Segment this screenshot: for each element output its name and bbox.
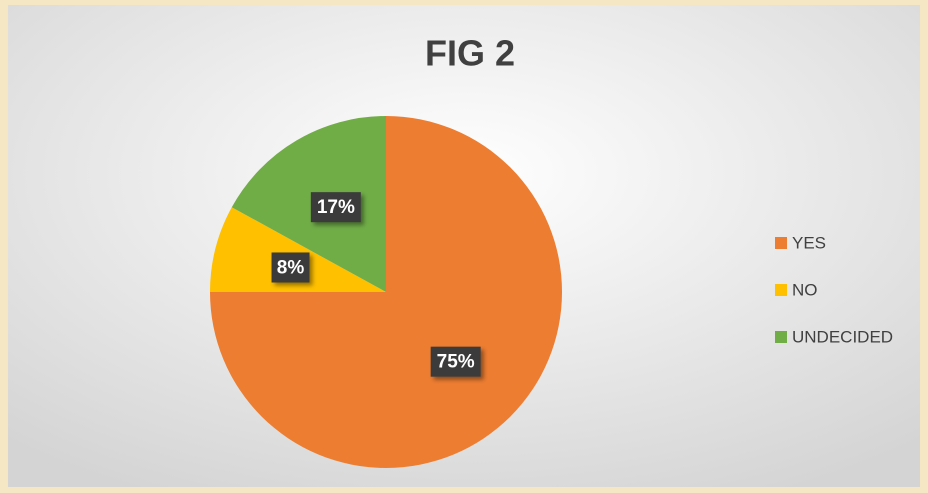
- legend-swatch: [775, 284, 787, 296]
- legend-label: YES: [792, 233, 826, 252]
- data-label: 17%: [317, 197, 355, 218]
- legend-label: NO: [792, 280, 818, 299]
- pie-slice: [231, 116, 386, 292]
- data-label-box: [310, 192, 361, 223]
- chart-title: FIG 2: [425, 33, 515, 74]
- data-label-box: [271, 252, 310, 283]
- pie-slice: [210, 207, 386, 292]
- data-label: 75%: [437, 352, 475, 373]
- data-label-box: [430, 346, 481, 377]
- data-label: 8%: [277, 258, 305, 279]
- legend-swatch: [775, 237, 787, 249]
- legend-label: UNDECIDED: [792, 327, 893, 346]
- legend-swatch: [775, 331, 787, 343]
